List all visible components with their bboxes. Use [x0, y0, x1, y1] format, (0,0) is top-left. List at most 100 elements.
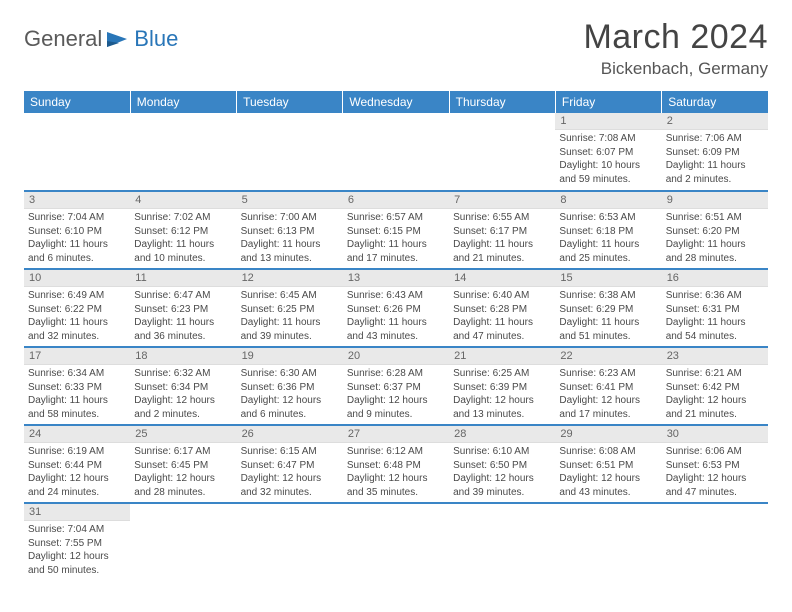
- calendar-table: SundayMondayTuesdayWednesdayThursdayFrid…: [24, 91, 768, 581]
- day-line: Sunrise: 6:23 AM: [559, 367, 657, 381]
- calendar-cell: 29Sunrise: 6:08 AMSunset: 6:51 PMDayligh…: [555, 425, 661, 503]
- calendar-cell: 17Sunrise: 6:34 AMSunset: 6:33 PMDayligh…: [24, 347, 130, 425]
- day-number: 6: [343, 192, 449, 209]
- day-line: and 39 minutes.: [453, 486, 551, 500]
- day-line: and 51 minutes.: [559, 330, 657, 344]
- day-line: Daylight: 11 hours: [134, 238, 232, 252]
- calendar-cell: 20Sunrise: 6:28 AMSunset: 6:37 PMDayligh…: [343, 347, 449, 425]
- day-body: Sunrise: 7:04 AMSunset: 6:10 PMDaylight:…: [24, 209, 130, 267]
- day-line: Sunset: 6:18 PM: [559, 225, 657, 239]
- day-line: Daylight: 11 hours: [241, 238, 339, 252]
- day-line: Sunrise: 6:53 AM: [559, 211, 657, 225]
- day-body: Sunrise: 6:19 AMSunset: 6:44 PMDaylight:…: [24, 443, 130, 501]
- calendar-head: SundayMondayTuesdayWednesdayThursdayFrid…: [24, 91, 768, 113]
- day-line: Sunset: 6:42 PM: [666, 381, 764, 395]
- day-body: Sunrise: 6:17 AMSunset: 6:45 PMDaylight:…: [130, 443, 236, 501]
- day-line: Daylight: 11 hours: [666, 159, 764, 173]
- day-line: Daylight: 12 hours: [559, 394, 657, 408]
- calendar-cell: 9Sunrise: 6:51 AMSunset: 6:20 PMDaylight…: [662, 191, 768, 269]
- day-number: 10: [24, 270, 130, 287]
- calendar-cell: 6Sunrise: 6:57 AMSunset: 6:15 PMDaylight…: [343, 191, 449, 269]
- day-line: Daylight: 11 hours: [241, 316, 339, 330]
- day-line: and 28 minutes.: [134, 486, 232, 500]
- day-header: Tuesday: [237, 91, 343, 113]
- day-line: and 6 minutes.: [241, 408, 339, 422]
- day-line: Sunrise: 6:38 AM: [559, 289, 657, 303]
- day-line: Sunset: 6:31 PM: [666, 303, 764, 317]
- day-line: Daylight: 11 hours: [134, 316, 232, 330]
- day-number: 19: [237, 348, 343, 365]
- day-body: Sunrise: 6:28 AMSunset: 6:37 PMDaylight:…: [343, 365, 449, 423]
- day-line: Sunrise: 6:49 AM: [28, 289, 126, 303]
- day-line: Sunset: 6:36 PM: [241, 381, 339, 395]
- day-line: Sunset: 6:26 PM: [347, 303, 445, 317]
- day-line: Sunset: 6:50 PM: [453, 459, 551, 473]
- day-line: Daylight: 11 hours: [453, 316, 551, 330]
- day-number: 18: [130, 348, 236, 365]
- day-number: 13: [343, 270, 449, 287]
- day-line: and 17 minutes.: [559, 408, 657, 422]
- day-line: Sunset: 6:28 PM: [453, 303, 551, 317]
- calendar-cell: [130, 113, 236, 191]
- day-line: Sunset: 6:39 PM: [453, 381, 551, 395]
- day-body: Sunrise: 6:40 AMSunset: 6:28 PMDaylight:…: [449, 287, 555, 345]
- day-line: Daylight: 12 hours: [453, 472, 551, 486]
- calendar-cell: 10Sunrise: 6:49 AMSunset: 6:22 PMDayligh…: [24, 269, 130, 347]
- calendar-cell: 27Sunrise: 6:12 AMSunset: 6:48 PMDayligh…: [343, 425, 449, 503]
- day-line: and 2 minutes.: [666, 173, 764, 187]
- calendar-week: 1Sunrise: 7:08 AMSunset: 6:07 PMDaylight…: [24, 113, 768, 191]
- day-line: Sunrise: 6:30 AM: [241, 367, 339, 381]
- calendar-cell: 5Sunrise: 7:00 AMSunset: 6:13 PMDaylight…: [237, 191, 343, 269]
- day-line: Sunrise: 6:34 AM: [28, 367, 126, 381]
- day-line: and 13 minutes.: [453, 408, 551, 422]
- day-number: 12: [237, 270, 343, 287]
- calendar-week: 10 Sunrise: 6:49 AMSunset: 6:22 PM Dayligh…: [24, 269, 768, 347]
- day-body: Sunrise: 6:25 AMSunset: 6:39 PMDaylight:…: [449, 365, 555, 423]
- calendar-cell: 13Sunrise: 6:43 AMSunset: 6:26 PMDayligh…: [343, 269, 449, 347]
- day-line: Sunrise: 6:15 AM: [241, 445, 339, 459]
- day-line: and 47 minutes.: [666, 486, 764, 500]
- day-line: Sunrise: 6:40 AM: [453, 289, 551, 303]
- calendar-cell: 8Sunrise: 6:53 AMSunset: 6:18 PMDaylight…: [555, 191, 661, 269]
- day-body: Sunrise: 7:08 AMSunset: 6:07 PMDaylight:…: [555, 130, 661, 188]
- day-line: Sunrise: 6:25 AM: [453, 367, 551, 381]
- day-line: Sunset: 6:22 PM: [28, 303, 126, 317]
- day-body: Sunrise: 6:43 AMSunset: 6:26 PMDaylight:…: [343, 287, 449, 345]
- day-body: Sunrise: 6:21 AMSunset: 6:42 PMDaylight:…: [662, 365, 768, 423]
- day-line: Sunset: 6:25 PM: [241, 303, 339, 317]
- day-line: Daylight: 11 hours: [347, 316, 445, 330]
- day-line: and 39 minutes.: [241, 330, 339, 344]
- day-line: Daylight: 12 hours: [134, 394, 232, 408]
- day-line: Sunset: 6:41 PM: [559, 381, 657, 395]
- day-body: Sunrise: 6:38 AMSunset: 6:29 PMDaylight:…: [555, 287, 661, 345]
- calendar-cell: 4Sunrise: 7:02 AMSunset: 6:12 PMDaylight…: [130, 191, 236, 269]
- logo-text-general: General: [24, 26, 102, 52]
- day-number: 14: [449, 270, 555, 287]
- day-line: Sunrise: 6:47 AM: [134, 289, 232, 303]
- day-line: and 32 minutes.: [241, 486, 339, 500]
- day-number: 11: [130, 270, 236, 287]
- day-line: Sunrise: 6:57 AM: [347, 211, 445, 225]
- day-body: Sunrise: 6:10 AMSunset: 6:50 PMDaylight:…: [449, 443, 555, 501]
- calendar-cell: [449, 503, 555, 581]
- day-line: and 35 minutes.: [347, 486, 445, 500]
- calendar-body: 1Sunrise: 7:08 AMSunset: 6:07 PMDaylight…: [24, 113, 768, 581]
- day-line: Sunrise: 6:19 AM: [28, 445, 126, 459]
- day-line: Sunset: 6:34 PM: [134, 381, 232, 395]
- day-line: and 10 minutes.: [134, 252, 232, 266]
- day-line: Sunset: 6:20 PM: [666, 225, 764, 239]
- title-block: March 2024 Bickenbach, Germany: [583, 18, 768, 79]
- day-line: Daylight: 12 hours: [347, 394, 445, 408]
- day-body: Sunrise: 6:36 AMSunset: 6:31 PMDaylight:…: [662, 287, 768, 345]
- day-line: Sunrise: 6:51 AM: [666, 211, 764, 225]
- day-line: Sunset: 6:09 PM: [666, 146, 764, 160]
- calendar-cell: [343, 503, 449, 581]
- day-line: Sunrise: 6:36 AM: [666, 289, 764, 303]
- day-line: Sunrise: 6:12 AM: [347, 445, 445, 459]
- day-body: Sunrise: 6:53 AMSunset: 6:18 PMDaylight:…: [555, 209, 661, 267]
- day-line: Sunrise: 6:55 AM: [453, 211, 551, 225]
- day-body: Sunrise: 6:57 AMSunset: 6:15 PMDaylight:…: [343, 209, 449, 267]
- day-body: Sunrise: 6:08 AMSunset: 6:51 PMDaylight:…: [555, 443, 661, 501]
- day-line: and 32 minutes.: [28, 330, 126, 344]
- logo-text-blue: Blue: [134, 26, 178, 52]
